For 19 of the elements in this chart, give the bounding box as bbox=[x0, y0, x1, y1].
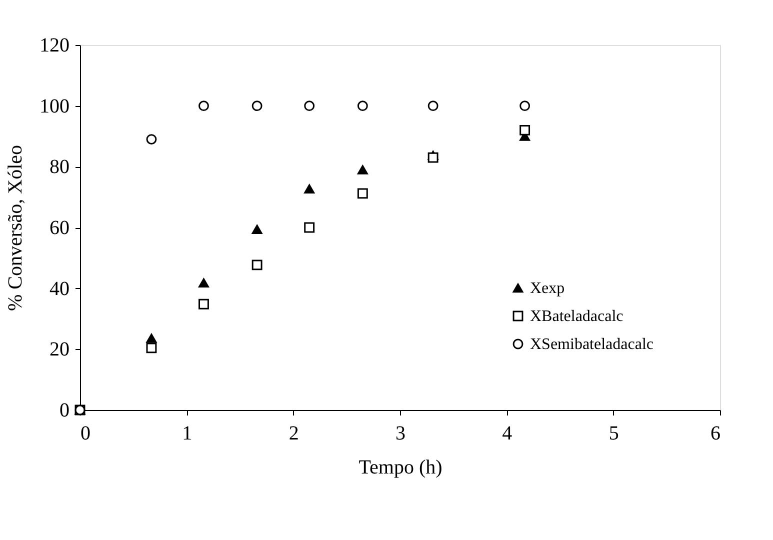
y-tick-label: 120 bbox=[40, 34, 70, 56]
legend-label: XSemibateladacalc bbox=[530, 336, 654, 353]
legend-label: XBateladacalc bbox=[530, 308, 624, 325]
x-tick-label: 6 bbox=[710, 422, 720, 444]
x-tick-label: 1 bbox=[182, 422, 192, 444]
x-axis-title: Tempo (h) bbox=[358, 456, 442, 478]
y-tick-label: 80 bbox=[50, 156, 70, 178]
y-tick-label: 20 bbox=[50, 338, 70, 361]
y-tick-label: 100 bbox=[40, 95, 70, 118]
x-tick-label: 0 bbox=[80, 422, 90, 444]
y-tick-label: 60 bbox=[50, 217, 70, 239]
legend-label: Xexp bbox=[530, 280, 565, 297]
y-axis-title: % Conversão, Xóleo bbox=[4, 144, 26, 312]
x-tick-label: 5 bbox=[608, 422, 619, 444]
x-tick-label: 2 bbox=[288, 422, 299, 444]
x-tick-label: 3 bbox=[396, 422, 406, 444]
y-tick-label: 40 bbox=[50, 278, 70, 300]
y-tick-label: 0 bbox=[60, 400, 70, 422]
x-tick-label: 4 bbox=[502, 422, 512, 444]
